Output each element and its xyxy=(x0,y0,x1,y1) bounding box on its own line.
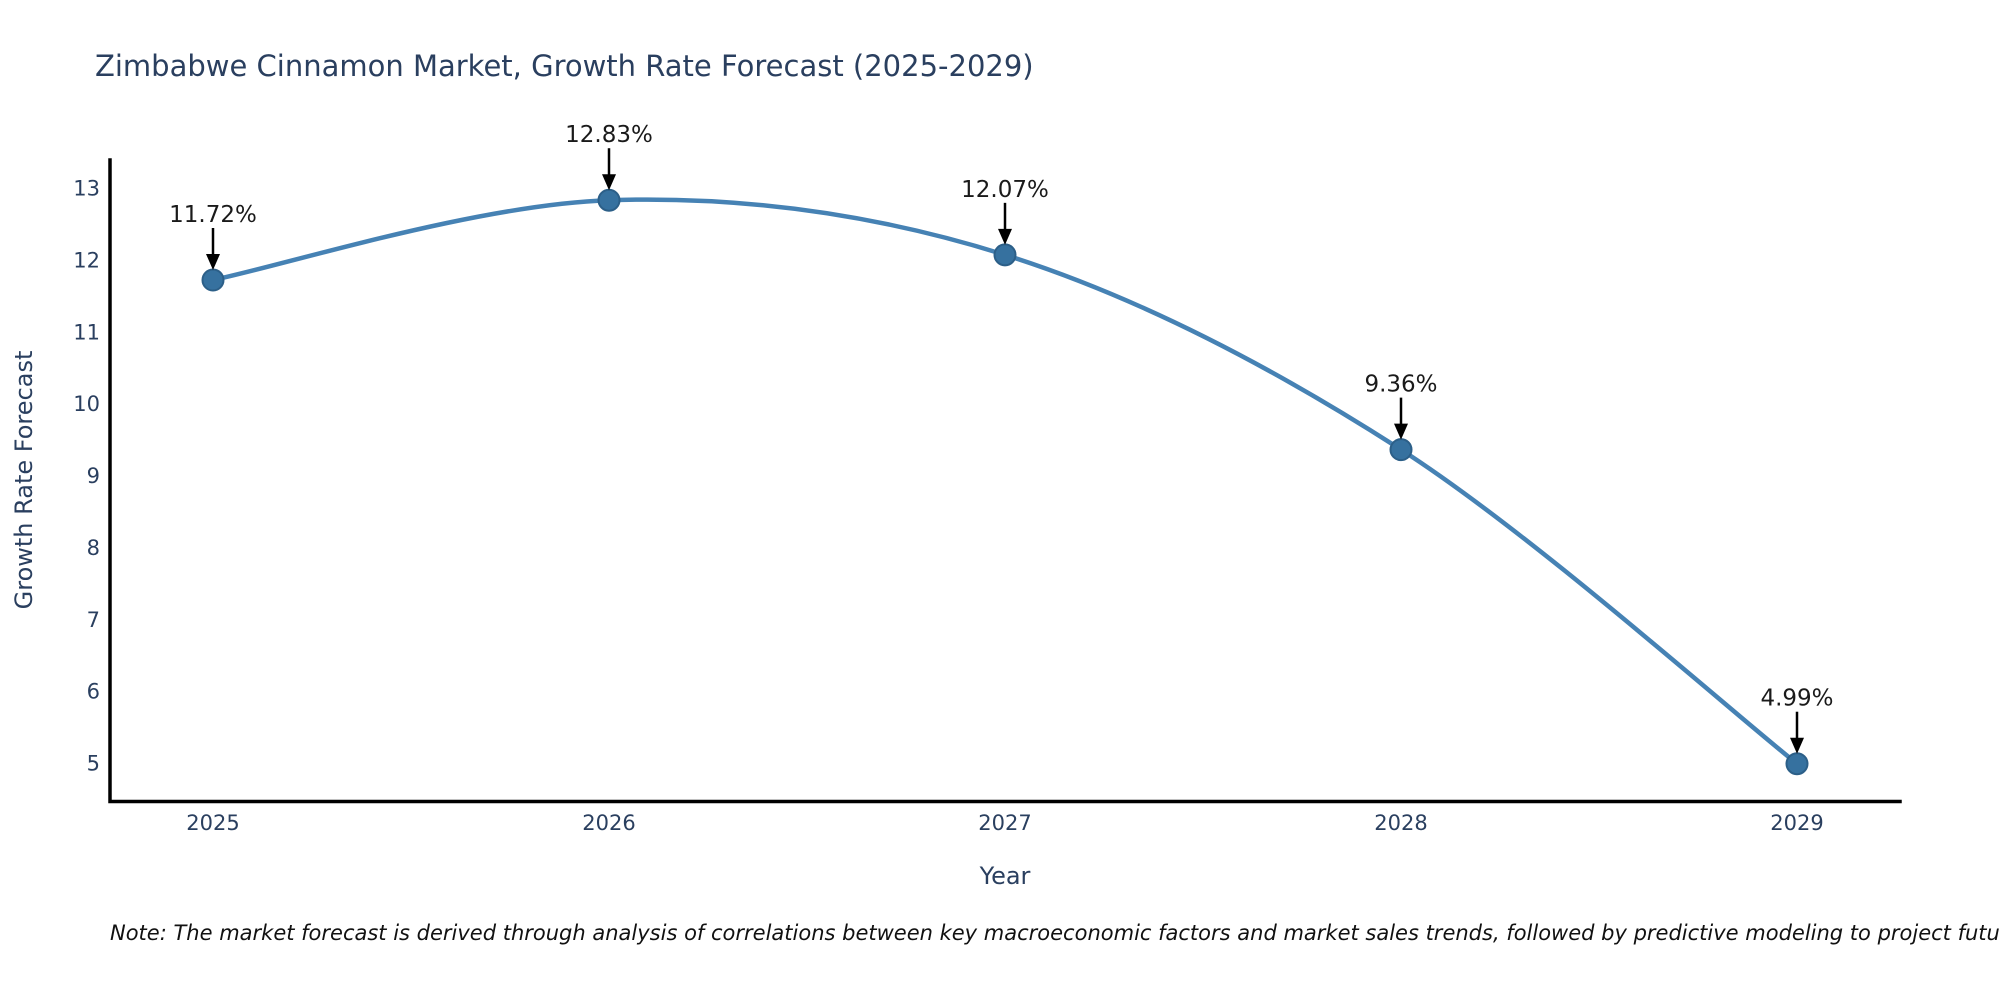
y-tick-label: 13 xyxy=(73,177,100,201)
y-tick-label: 8 xyxy=(87,536,100,560)
forecast-line xyxy=(210,197,1800,766)
annotation-arrow-head xyxy=(602,174,616,191)
plot-area: 5 6 7 8 9 10 11 12 13 2025 2026 2027 2028 2029 11.72% 1… xyxy=(73,122,1902,835)
annotation-arrow-head xyxy=(206,254,220,270)
y-tick-label: 12 xyxy=(73,248,100,272)
y-axis-title: Growth Rate Forecast xyxy=(10,351,38,610)
x-tick-label: 2025 xyxy=(186,811,239,835)
data-point-value-label: 9.36% xyxy=(1364,372,1437,398)
chart-footnote: Note: The market forecast is derived thr… xyxy=(110,921,2000,945)
x-tick-label: 2027 xyxy=(978,811,1031,835)
y-tick-label: 10 xyxy=(73,392,100,416)
y-tick-label: 9 xyxy=(87,464,100,488)
data-point-marker xyxy=(597,188,621,212)
chart-title: Zimbabwe Cinnamon Market, Growth Rate Fo… xyxy=(95,49,1034,83)
annotation-arrow-head xyxy=(998,228,1012,245)
data-point-value-label: 12.83% xyxy=(565,122,653,148)
axis-lines xyxy=(108,158,1902,804)
x-axis-title: Year xyxy=(979,862,1031,890)
y-tick-label: 6 xyxy=(87,680,100,704)
data-point-marker xyxy=(993,243,1017,267)
data-point-marker xyxy=(1389,438,1413,462)
y-tick-label: 5 xyxy=(87,752,100,776)
y-tick-label: 7 xyxy=(87,608,100,632)
annotation-arrow-head xyxy=(1394,423,1408,440)
annotation-arrow-head xyxy=(1790,737,1804,754)
x-tick-label: 2029 xyxy=(1770,811,1823,835)
data-point-marker xyxy=(201,268,225,292)
data-point-value-label: 4.99% xyxy=(1760,686,1833,712)
data-point-value-label: 12.07% xyxy=(961,177,1049,203)
y-tick-label: 11 xyxy=(73,320,100,344)
data-point-marker xyxy=(1785,752,1809,776)
x-tick-label: 2028 xyxy=(1374,811,1427,835)
data-point-value-label: 11.72% xyxy=(169,202,257,228)
x-tick-label: 2026 xyxy=(582,811,635,835)
